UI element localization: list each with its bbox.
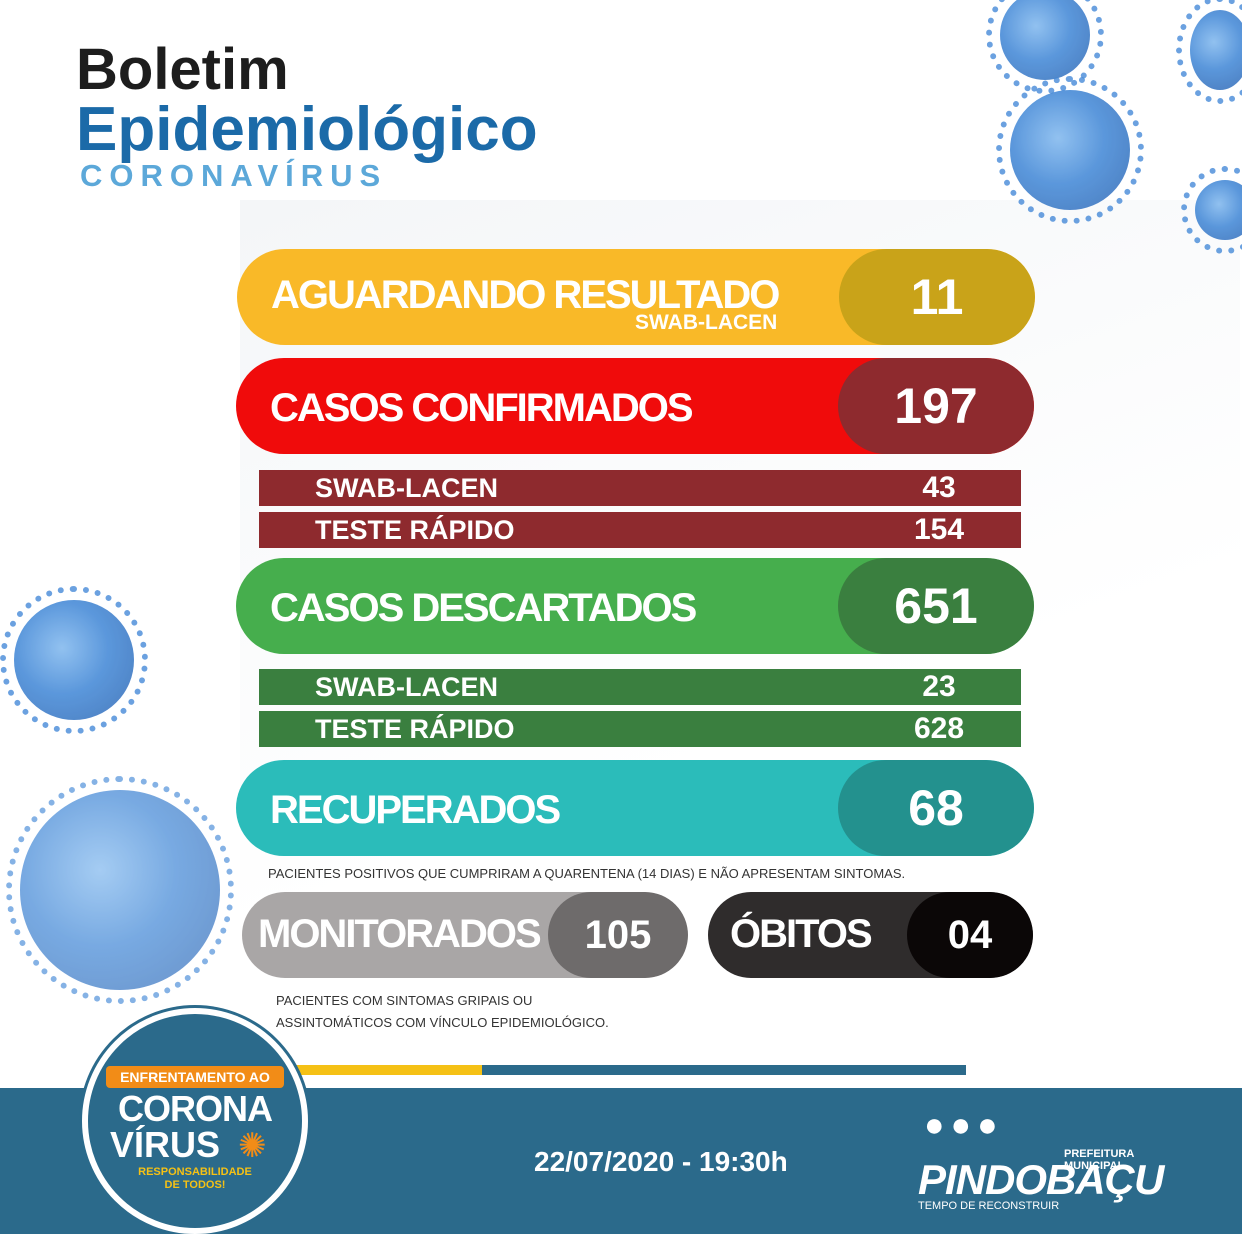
title-boletim: Boletim <box>76 37 289 102</box>
recuperados-value: 68 <box>838 760 1034 856</box>
monitorados-label: MONITORADOS <box>258 912 542 956</box>
bulletin-date: 22/07/2020 - 19:30h <box>534 1146 788 1177</box>
virus-icon <box>1181 166 1242 254</box>
obitos-label: ÓBITOS <box>730 912 873 956</box>
recuperados-note: PACIENTES POSITIVOS QUE CUMPRIRAM A QUAR… <box>268 866 906 881</box>
obitos-value: 04 <box>907 892 1033 978</box>
badge-line1: ENFRENTAMENTO AO <box>106 1066 284 1088</box>
virus-icon: ✺ <box>238 1127 267 1165</box>
obitos-card: ÓBITOS 04 <box>708 892 1033 978</box>
monitorados-note-line1: PACIENTES COM SINTOMAS GRIPAIS OU <box>276 993 533 1008</box>
people-icon: ●●● <box>924 1106 1004 1144</box>
row-label: SWAB-LACEN <box>315 472 498 503</box>
logo-name: PINDOBAÇU <box>918 1156 1164 1203</box>
confirmados-teste-row: TESTE RÁPIDO 154 <box>259 512 1021 548</box>
coronavirus-badge: ENFRENTAMENTO AO CORONA VÍRUS ✺ RESPONSA… <box>82 1008 308 1234</box>
row-value: 43 <box>922 471 956 504</box>
row-value: 154 <box>913 513 965 546</box>
row-label: TESTE RÁPIDO <box>315 713 515 744</box>
casos-confirmados-card: CASOS CONFIRMADOS 197 <box>236 358 1034 454</box>
confirmados-value: 197 <box>838 358 1034 454</box>
monitorados-note-line2: ASSINTOMÁTICOS COM VÍNCULO EPIDEMIOLÓGIC… <box>276 1015 609 1030</box>
monitorados-card: MONITORADOS 105 <box>242 892 688 978</box>
logo-tagline: TEMPO DE RECONSTRUIR <box>918 1200 1060 1212</box>
aguardando-label: AGUARDANDO RESULTADO <box>271 273 780 317</box>
accent-stripe-blue <box>482 1065 966 1075</box>
row-label: SWAB-LACEN <box>315 671 498 702</box>
title-epidemiologico: Epidemiológico <box>76 95 538 164</box>
badge-line5: DE TODOS! <box>164 1179 226 1191</box>
badge-line2: CORONA <box>118 1088 273 1129</box>
descartados-swab-row: SWAB-LACEN 23 <box>259 669 1021 705</box>
descartados-label: CASOS DESCARTADOS <box>270 586 697 630</box>
virus-icon <box>1176 0 1242 104</box>
descartados-value: 651 <box>838 558 1034 654</box>
virus-icon <box>0 586 148 734</box>
logo-top: PREFEITURA MUNICIPAL <box>1064 1148 1134 1172</box>
descartados-teste-row: TESTE RÁPIDO 628 <box>259 711 1021 747</box>
virus-icon <box>996 76 1144 224</box>
badge-line3: VÍRUS <box>110 1124 221 1165</box>
virus-icon <box>986 0 1104 94</box>
title-coronavirus: CORONAVÍRUS <box>80 158 388 193</box>
confirmados-label: CASOS CONFIRMADOS <box>270 386 694 430</box>
recuperados-label: RECUPERADOS <box>270 788 561 832</box>
aguardando-sublabel: SWAB-LACEN <box>635 311 778 334</box>
row-label: TESTE RÁPIDO <box>315 514 515 545</box>
row-value: 23 <box>922 670 956 703</box>
confirmados-swab-row: SWAB-LACEN 43 <box>259 470 1021 506</box>
aguardando-value: 11 <box>839 249 1035 345</box>
virus-icon <box>6 776 234 1004</box>
row-value: 628 <box>913 712 965 745</box>
accent-stripe-yellow <box>294 1065 482 1075</box>
pindobacu-logo: ●●● PREFEITURA MUNICIPAL PINDOBAÇU TEMPO… <box>914 1106 1174 1216</box>
recuperados-card: RECUPERADOS 68 <box>236 760 1034 856</box>
monitorados-value: 105 <box>548 892 688 978</box>
badge-tagline: RESPONSABILIDADE DE TODOS! <box>88 1166 302 1192</box>
aguardando-resultado-card: AGUARDANDO RESULTADO SWAB-LACEN 11 <box>237 249 1035 345</box>
badge-line4: RESPONSABILIDADE <box>138 1166 252 1178</box>
casos-descartados-card: CASOS DESCARTADOS 651 <box>236 558 1034 654</box>
